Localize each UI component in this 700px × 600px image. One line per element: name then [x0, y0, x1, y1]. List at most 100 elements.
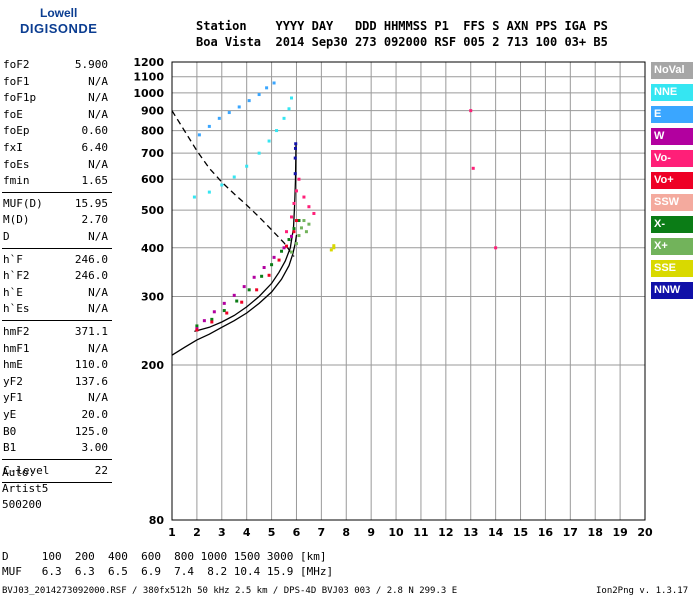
- param-row: hmF2 371.1: [2, 325, 108, 340]
- param-row: yF2 137.6: [2, 375, 108, 390]
- param-value: N/A: [88, 91, 108, 105]
- data-point: [329, 248, 333, 252]
- data-point: [292, 230, 296, 234]
- y-tick-label: 500: [141, 204, 164, 217]
- x-tick-label: 16: [538, 526, 554, 539]
- param-value: 0.60: [81, 124, 109, 138]
- param-name: B0: [3, 424, 17, 438]
- data-point: [307, 222, 311, 226]
- legend-item: Vo-: [651, 150, 693, 167]
- param-row: D N/A: [2, 230, 108, 245]
- header-row2: Boa Vista 2014 Sep30 273 092000 RSF 005 …: [196, 35, 608, 49]
- data-point: [307, 205, 311, 209]
- y-tick-label: 200: [141, 359, 164, 372]
- param-row: B1 3.00: [2, 441, 108, 456]
- param-name: h`F2: [3, 269, 30, 283]
- data-point: [332, 244, 336, 248]
- param-row: B0 125.0: [2, 425, 108, 440]
- param-value: 5.900: [74, 58, 108, 71]
- x-tick-label: 18: [588, 526, 603, 539]
- param-name: hmF1: [3, 341, 30, 355]
- x-tick-label: 7: [318, 526, 326, 539]
- data-point: [260, 274, 264, 278]
- x-tick-label: 10: [388, 526, 404, 539]
- legend-item: NoVal: [651, 62, 693, 79]
- data-point: [197, 133, 201, 137]
- data-point: [192, 195, 196, 199]
- model-curve: [194, 143, 297, 333]
- data-point: [294, 142, 298, 146]
- data-point: [294, 219, 298, 223]
- param-row: hmF1 N/A: [2, 342, 108, 357]
- legend-item: X+: [651, 238, 693, 255]
- param-value: N/A: [88, 107, 108, 121]
- data-point: [294, 242, 298, 246]
- param-row: yF1 N/A: [2, 391, 108, 406]
- data-point: [252, 275, 256, 279]
- data-point: [222, 309, 226, 313]
- param-row: foF2 5.900: [2, 58, 108, 73]
- footer-version: Ion2Png v. 1.3.17: [596, 586, 689, 596]
- x-tick-label: 13: [463, 526, 478, 539]
- data-point: [471, 166, 475, 170]
- x-tick-label: 5: [268, 526, 276, 539]
- data-point: [267, 139, 271, 143]
- autoscale-code: 500200: [2, 498, 42, 511]
- data-point: [287, 238, 291, 242]
- data-point: [292, 227, 296, 231]
- param-value: 22: [94, 463, 108, 477]
- panel-separator: [2, 191, 112, 193]
- param-name: foF1: [3, 74, 30, 88]
- param-value: 371.1: [74, 325, 108, 338]
- data-point: [270, 263, 274, 267]
- x-tick-label: 19: [612, 526, 627, 539]
- param-value: N/A: [88, 285, 108, 299]
- header-row1: Station YYYY DAY DDD HHMMSS P1 FFS S AXN…: [196, 19, 608, 33]
- param-row: h`E N/A: [2, 286, 108, 301]
- data-point: [257, 151, 261, 155]
- param-row: foEs N/A: [2, 158, 108, 173]
- data-point: [262, 266, 266, 270]
- param-row: foEp 0.60: [2, 124, 108, 139]
- data-point: [240, 300, 244, 304]
- param-name: foE: [3, 107, 23, 121]
- data-point: [297, 219, 301, 223]
- data-point: [225, 311, 229, 315]
- param-name: fmin: [3, 174, 30, 188]
- data-point: [202, 319, 206, 323]
- data-point: [304, 230, 308, 234]
- legend-item: X-: [651, 216, 693, 233]
- y-tick-label: 900: [141, 105, 164, 118]
- param-row: h`F2 246.0: [2, 269, 108, 284]
- panel-separator: [2, 247, 112, 249]
- data-point: [237, 105, 241, 109]
- data-point: [227, 111, 231, 115]
- param-row: C-level 22: [2, 464, 108, 479]
- panel-separator: [2, 320, 112, 321]
- data-point: [293, 156, 297, 160]
- param-name: D: [3, 230, 10, 243]
- data-point: [297, 177, 301, 181]
- model-curve: [171, 110, 295, 257]
- param-name: hmE: [3, 358, 23, 372]
- data-point: [312, 211, 316, 215]
- data-point: [289, 250, 293, 254]
- param-name: yE: [3, 408, 17, 421]
- data-point: [195, 324, 199, 328]
- legend-item: E: [651, 106, 693, 123]
- data-point: [232, 293, 236, 297]
- data-point: [289, 215, 293, 219]
- param-row: h`F 246.0: [2, 253, 108, 268]
- param-name: hmF2: [3, 325, 30, 338]
- logo-line2: DIGISONDE: [20, 21, 98, 36]
- legend-item: NNE: [651, 84, 693, 101]
- data-point: [255, 288, 259, 292]
- data-point: [212, 310, 216, 314]
- param-row: foF1p N/A: [2, 91, 108, 106]
- data-point: [289, 96, 293, 100]
- param-name: C-level: [3, 463, 50, 477]
- data-point: [272, 81, 276, 85]
- data-point: [282, 116, 286, 120]
- data-point: [195, 328, 199, 332]
- y-tick-label: 800: [141, 125, 164, 138]
